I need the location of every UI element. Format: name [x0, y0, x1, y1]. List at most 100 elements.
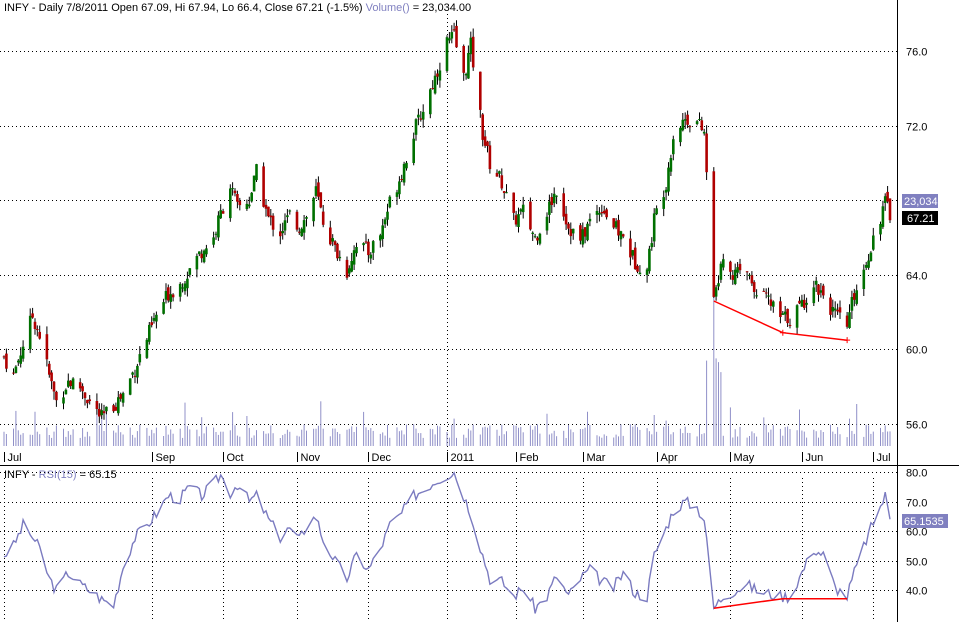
- month-label: Jul: [8, 452, 22, 464]
- candle-body: [464, 74, 468, 76]
- candle-body: [186, 278, 189, 289]
- candle-body: [829, 297, 832, 315]
- candle-body: [250, 192, 253, 202]
- candle-body: [855, 290, 858, 304]
- candle-body: [700, 120, 704, 131]
- candle-body: [486, 141, 489, 147]
- candle-body: [12, 372, 15, 374]
- candle-body: [279, 231, 282, 237]
- candle-body: [329, 227, 332, 245]
- candle-body: [31, 313, 34, 318]
- candle-body: [462, 46, 465, 73]
- candle-body: [781, 313, 785, 315]
- candle-body: [414, 119, 418, 135]
- candle-body: [331, 238, 334, 242]
- candle-body: [248, 204, 251, 207]
- candle-body: [845, 315, 849, 327]
- rsi-tick-label: 70.0: [906, 498, 927, 510]
- candle-body: [229, 188, 232, 219]
- candle-body: [831, 307, 835, 312]
- candle-body: [171, 294, 175, 298]
- candle-body: [812, 287, 816, 304]
- candle-body: [614, 221, 618, 228]
- candle-body: [705, 133, 708, 173]
- candle-body: [255, 164, 258, 181]
- candle-body: [245, 203, 249, 209]
- candle-body: [767, 295, 770, 297]
- candle-body: [467, 53, 470, 79]
- candle-body: [655, 208, 658, 215]
- month-label: May: [734, 452, 755, 464]
- candle-body: [562, 193, 565, 217]
- candle-body: [595, 211, 599, 215]
- candle-body: [2, 356, 6, 358]
- rsi-badge: 65.1535: [902, 514, 948, 528]
- candle-body: [148, 324, 151, 342]
- candle-body: [212, 237, 215, 245]
- rsi-header: INFY - RSI(15) = 65.15: [4, 469, 117, 481]
- candle-body: [288, 210, 292, 212]
- candle-body: [586, 223, 589, 241]
- candle-body: [672, 139, 675, 155]
- rsi-tick-label: 80.0: [906, 468, 927, 480]
- candle-body: [219, 210, 222, 219]
- candle-body: [864, 265, 868, 268]
- candle-body: [298, 231, 301, 233]
- candle-body: [162, 302, 165, 314]
- candle-body: [764, 292, 768, 294]
- candle-body: [283, 220, 287, 231]
- candle-body: [683, 119, 687, 121]
- month-label: Dec: [372, 452, 392, 464]
- candle-body: [233, 190, 237, 194]
- candle-body: [569, 229, 573, 237]
- candle-body: [769, 299, 773, 306]
- candle-body: [869, 252, 873, 261]
- candle-body: [448, 38, 451, 41]
- candle-body: [617, 219, 620, 236]
- candle-body: [167, 287, 170, 301]
- candle-body: [333, 241, 337, 245]
- candle-body: [498, 171, 501, 174]
- candle-body: [514, 215, 518, 225]
- rsi-badge-value: 65.1535: [904, 516, 944, 528]
- candle-body: [36, 329, 39, 331]
- candle-body: [552, 193, 556, 204]
- candle-body: [795, 305, 799, 328]
- volume-header-value: = 23,034.00: [413, 2, 471, 14]
- rsi-header-indicator: RSI(15): [39, 469, 77, 481]
- candle-body: [669, 158, 673, 172]
- candle-body: [17, 360, 20, 363]
- candle-body: [772, 301, 775, 307]
- candle-body: [805, 302, 808, 305]
- candle-body: [83, 392, 87, 399]
- candle-body: [381, 225, 384, 239]
- candle-body: [71, 378, 75, 390]
- candle-body: [314, 186, 318, 196]
- candle-body: [555, 195, 558, 197]
- candle-body: [395, 192, 399, 197]
- candle-body: [679, 127, 682, 143]
- candle-body: [95, 401, 99, 409]
- candle-body: [436, 73, 439, 77]
- candle-body: [600, 212, 604, 214]
- candle-body: [21, 346, 25, 359]
- candle-body: [579, 225, 582, 241]
- candle-body: [479, 71, 482, 110]
- candle-body: [529, 201, 532, 230]
- candle-body: [545, 216, 549, 231]
- month-label: Nov: [301, 452, 321, 464]
- price-gridlines: [0, 14, 897, 622]
- candle-body: [722, 259, 725, 268]
- divergence-marker: [844, 337, 851, 344]
- candle-body: [533, 236, 537, 238]
- candle-body: [136, 365, 139, 378]
- candle-body: [100, 410, 103, 416]
- price-axis-ticks: 56.060.064.068.072.076.0: [906, 47, 927, 432]
- candle-body: [302, 220, 306, 233]
- candle-body: [581, 229, 585, 245]
- candle-body: [602, 210, 606, 214]
- candle-body: [717, 283, 720, 287]
- price-tick-label: 72.0: [906, 122, 927, 134]
- candle-body: [188, 268, 192, 275]
- candle-body: [469, 37, 473, 55]
